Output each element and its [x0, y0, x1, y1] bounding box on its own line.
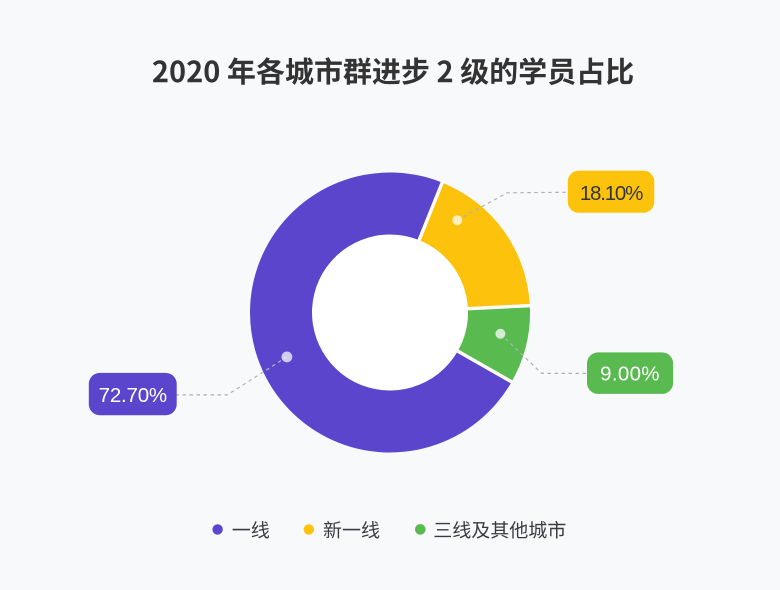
- svg-text:9.00%: 9.00%: [600, 363, 660, 386]
- svg-text:18.10%: 18.10%: [580, 182, 643, 205]
- svg-text:72.70%: 72.70%: [99, 384, 167, 407]
